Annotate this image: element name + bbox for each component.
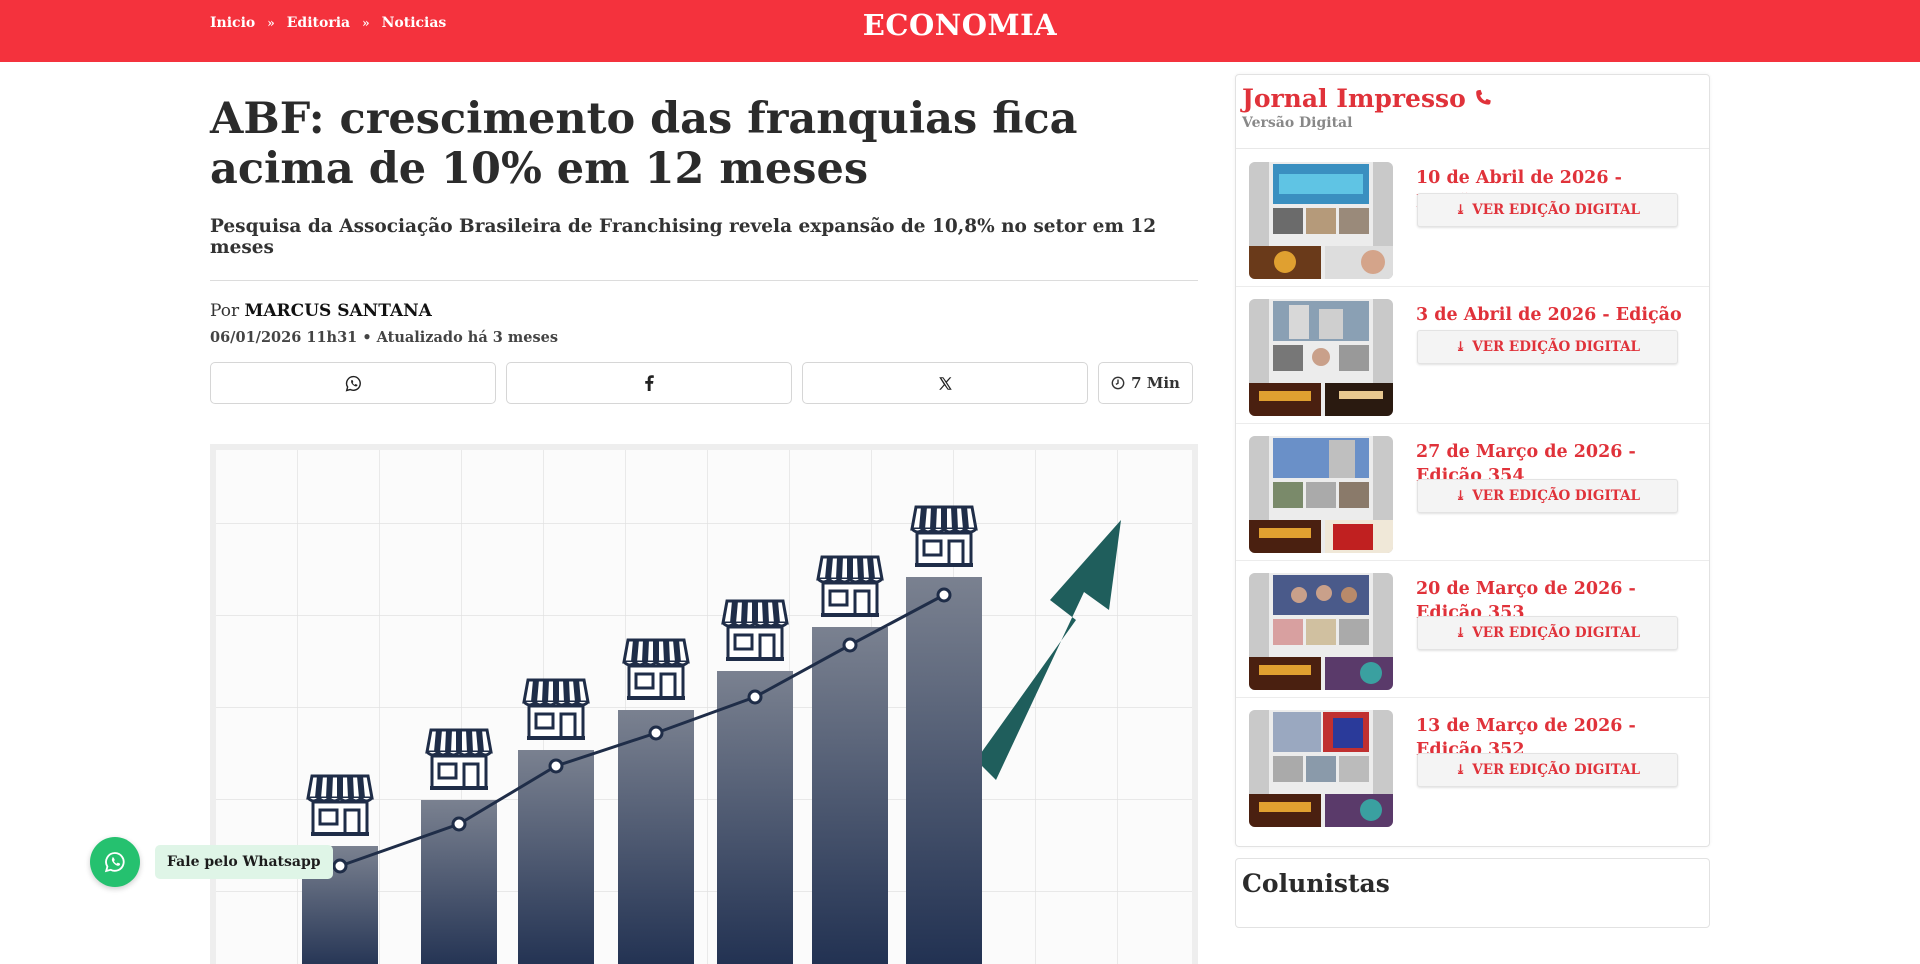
section-title: ECONOMIA <box>862 8 1058 42</box>
clock-icon <box>1111 376 1125 390</box>
article-headline: ABF: crescimento das franquias fica acim… <box>210 94 1078 194</box>
edition-item: 27 de Março de 2026 - Edição 354 ⤓ VER E… <box>1236 424 1709 561</box>
download-icon: ⤓ <box>1454 625 1467 641</box>
button-label: VER EDIÇÃO DIGITAL <box>1472 762 1641 778</box>
share-whatsapp-button[interactable] <box>210 362 496 404</box>
share-x-button[interactable] <box>802 362 1088 404</box>
edition-thumbnail[interactable] <box>1249 710 1393 827</box>
print-edition-header: Jornal Impresso Versão Digital <box>1236 75 1709 149</box>
edition-thumbnail[interactable] <box>1249 299 1393 416</box>
whatsapp-float-button[interactable] <box>90 837 140 887</box>
view-digital-edition-button[interactable]: ⤓ VER EDIÇÃO DIGITAL <box>1417 616 1678 650</box>
edition-item: 3 de Abril de 2026 - Edição 355 ⤓ VER ED… <box>1236 287 1709 424</box>
publish-date-line: 06/01/2026 11h31 • Atualizado há 3 meses <box>210 329 1198 346</box>
divider <box>210 280 1198 281</box>
read-time-text: 7 Min <box>1131 374 1180 392</box>
featured-image <box>210 444 1198 964</box>
byline: Por MARCUS SANTANA <box>210 301 1198 321</box>
edition-thumbnail[interactable] <box>1249 436 1393 553</box>
breadcrumb-section[interactable]: Editoria <box>286 15 351 31</box>
article: ABF: crescimento das franquias fica acim… <box>210 62 1198 964</box>
read-time-badge: 7 Min <box>1098 362 1193 404</box>
whatsapp-icon <box>104 852 125 873</box>
breadcrumb-current[interactable]: Noticias <box>381 15 447 31</box>
button-label: VER EDIÇÃO DIGITAL <box>1472 339 1641 355</box>
whatsapp-icon <box>345 375 361 391</box>
print-edition-title: Jornal Impresso <box>1242 84 1466 113</box>
edition-item: 20 de Março de 2026 - Edição 353 ⤓ VER E… <box>1236 561 1709 698</box>
share-bar: 7 Min <box>210 362 1198 404</box>
byline-prefix: Por <box>210 301 240 321</box>
print-edition-title-row: Jornal Impresso <box>1242 84 1709 113</box>
phone-icon <box>1475 89 1491 105</box>
bullet-separator: • <box>362 329 377 346</box>
download-icon: ⤓ <box>1454 762 1467 778</box>
author-name[interactable]: MARCUS SANTANA <box>244 301 432 321</box>
breadcrumb: Inicio » Editoria » Noticias <box>210 15 446 31</box>
whatsapp-label[interactable]: Fale pelo Whatsapp <box>155 845 333 879</box>
print-edition-box: Jornal Impresso Versão Digital <box>1235 74 1710 847</box>
columnists-box: Colunistas <box>1235 858 1710 928</box>
download-icon: ⤓ <box>1454 202 1467 218</box>
button-label: VER EDIÇÃO DIGITAL <box>1472 625 1641 641</box>
view-digital-edition-button[interactable]: ⤓ VER EDIÇÃO DIGITAL <box>1417 479 1678 513</box>
view-digital-edition-button[interactable]: ⤓ VER EDIÇÃO DIGITAL <box>1417 753 1678 787</box>
share-facebook-button[interactable] <box>506 362 792 404</box>
growth-illustration <box>216 450 1192 964</box>
button-label: VER EDIÇÃO DIGITAL <box>1472 202 1641 218</box>
chevron-right-icon: » <box>362 16 370 30</box>
x-icon <box>938 376 952 390</box>
button-label: VER EDIÇÃO DIGITAL <box>1472 488 1641 504</box>
columnists-title: Colunistas <box>1242 869 1390 898</box>
view-digital-edition-button[interactable]: ⤓ VER EDIÇÃO DIGITAL <box>1417 193 1678 227</box>
edition-thumbnail[interactable] <box>1249 573 1393 690</box>
edition-thumbnail[interactable] <box>1249 162 1393 279</box>
edition-item: 13 de Março de 2026 - Edição 352 ⤓ VER E… <box>1236 698 1709 835</box>
print-edition-subtitle: Versão Digital <box>1242 115 1353 131</box>
facebook-icon <box>645 375 654 391</box>
updated-time: Atualizado há 3 meses <box>376 329 559 346</box>
download-icon: ⤓ <box>1454 488 1467 504</box>
publish-date: 06/01/2026 11h31 <box>210 329 358 346</box>
view-digital-edition-button[interactable]: ⤓ VER EDIÇÃO DIGITAL <box>1417 330 1678 364</box>
trend-arrow <box>976 520 1121 780</box>
download-icon: ⤓ <box>1454 339 1467 355</box>
breadcrumb-home[interactable]: Inicio <box>210 15 256 31</box>
chevron-right-icon: » <box>267 16 275 30</box>
top-bar: Inicio » Editoria » Noticias ECONOMIA <box>0 0 1920 62</box>
article-subhead: Pesquisa da Associação Brasileira de Fra… <box>210 216 1157 258</box>
edition-item: 10 de Abril de 2026 - Edição 356 ⤓ VER E… <box>1236 150 1709 287</box>
